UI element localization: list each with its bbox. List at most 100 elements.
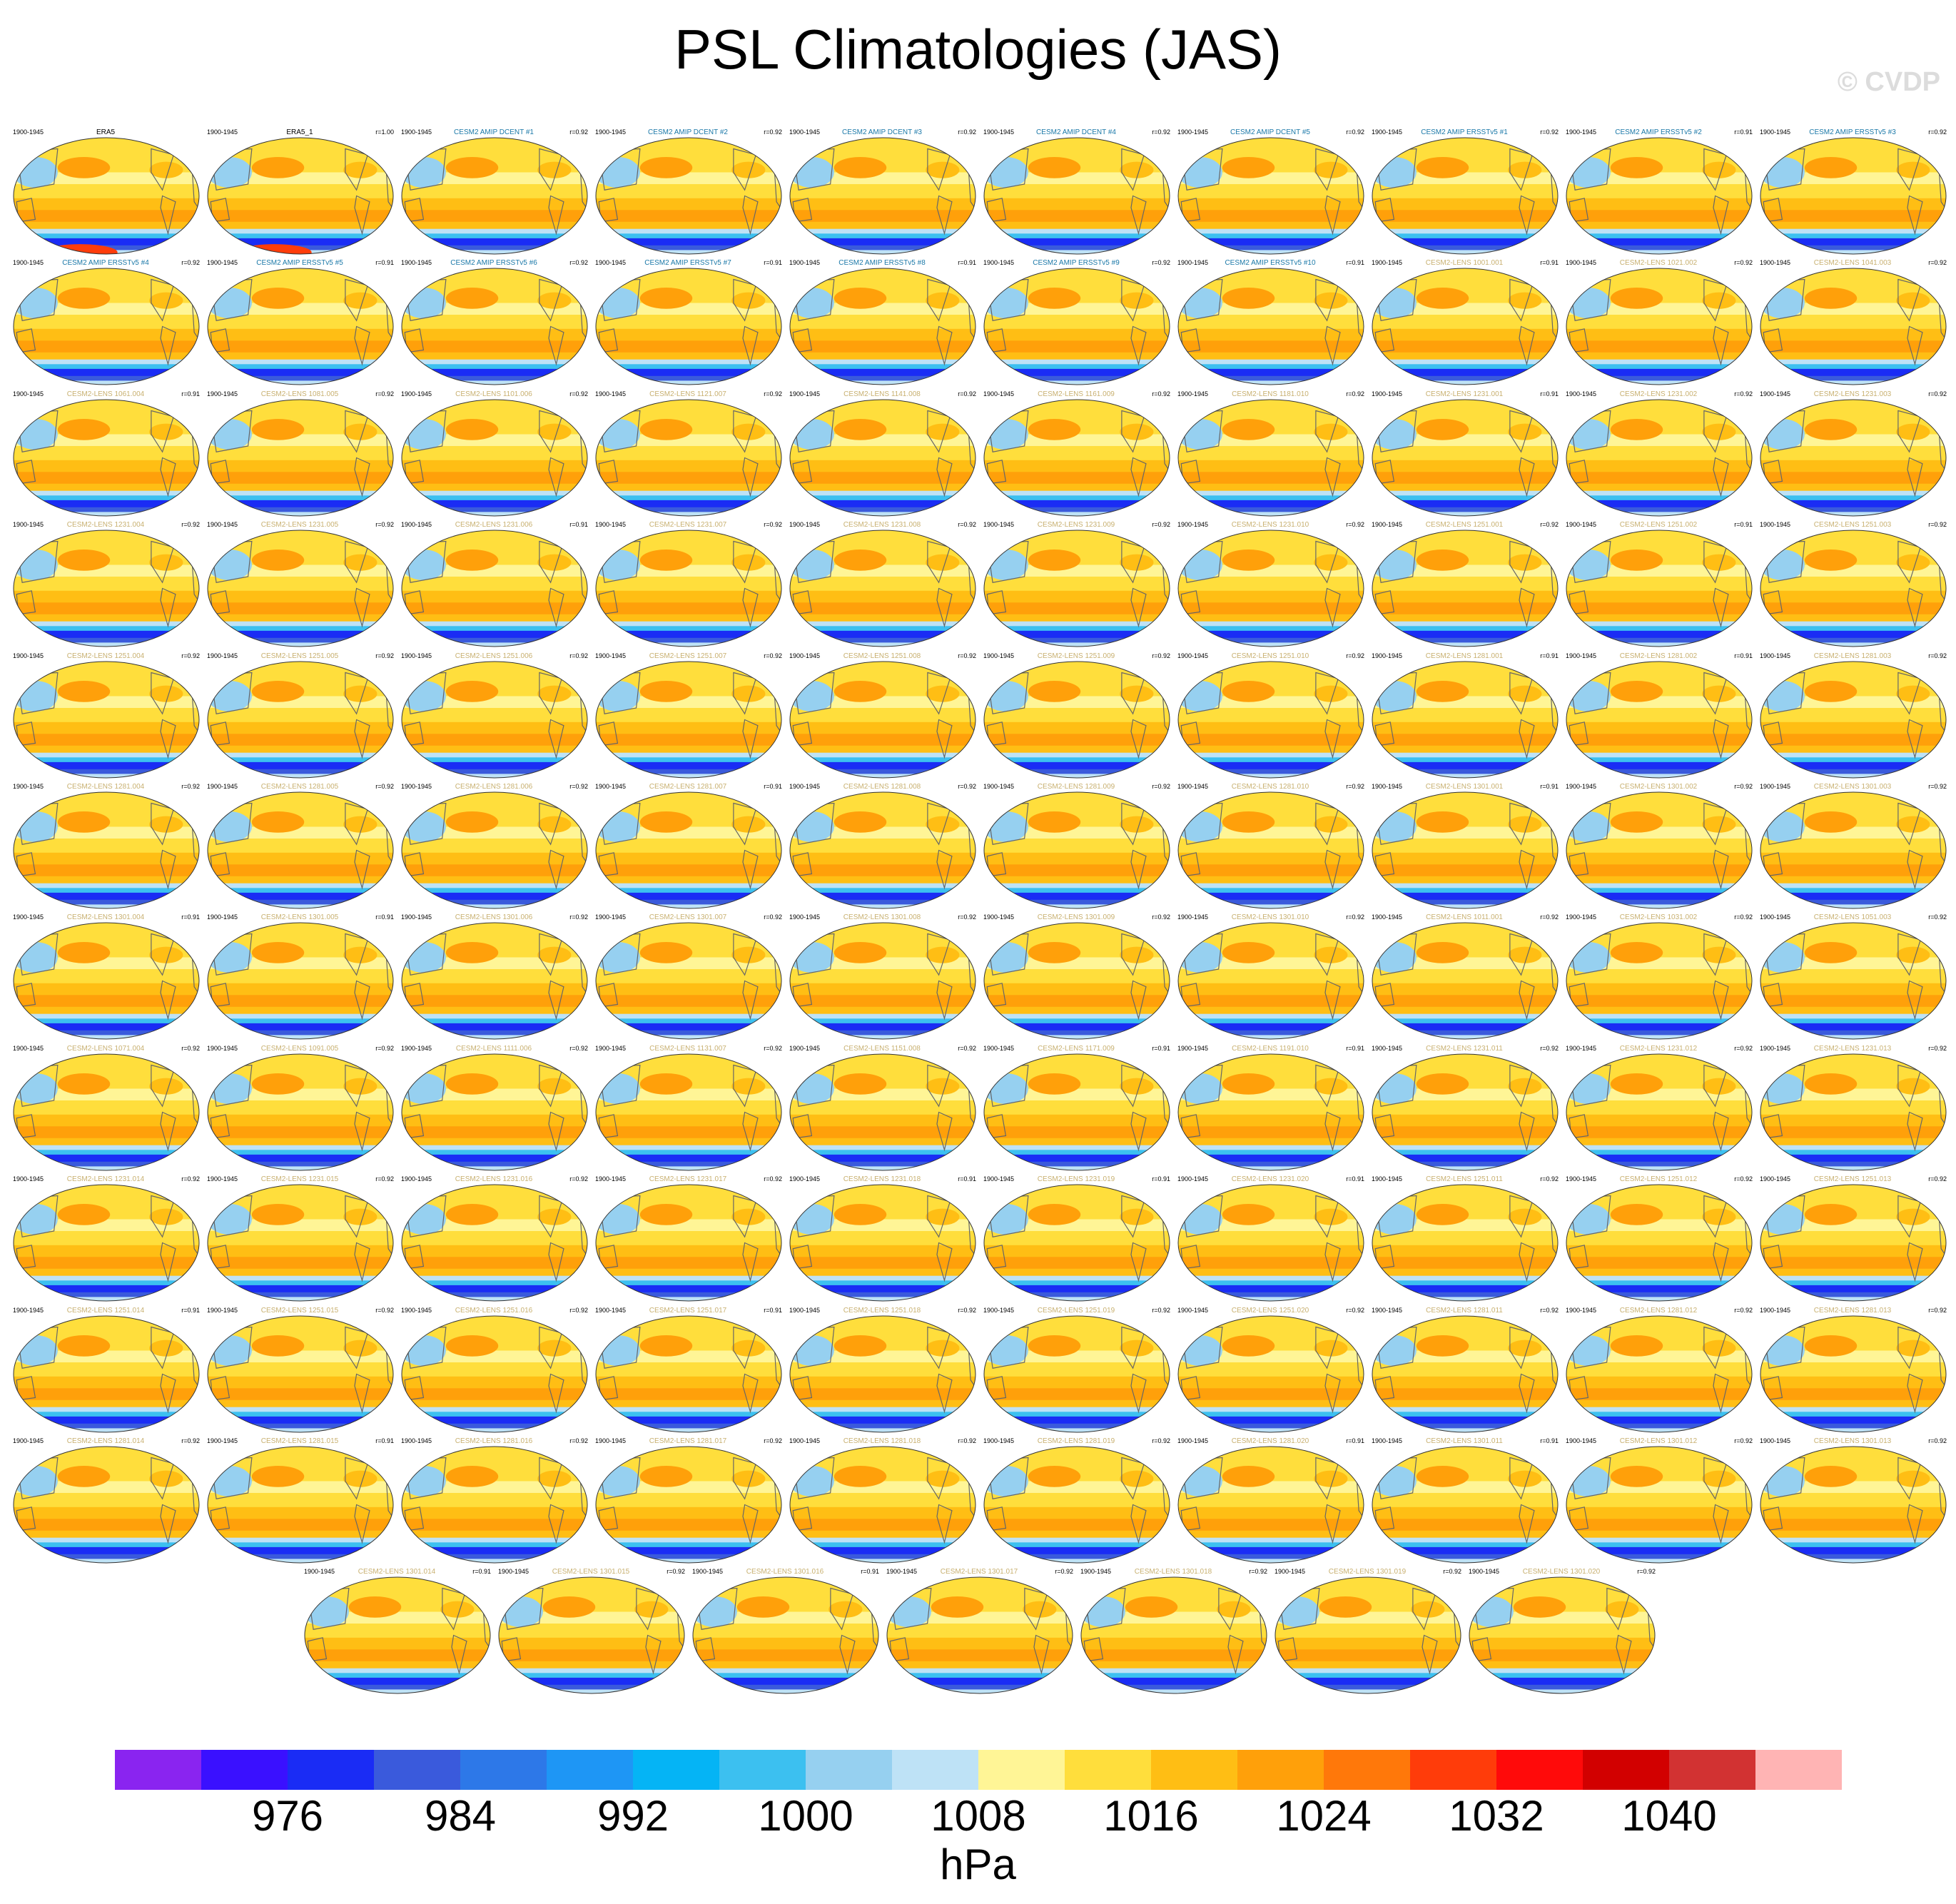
panel-correlation: r=0.92	[375, 390, 394, 397]
psl-map	[886, 1576, 1073, 1694]
panel-correlation: r=0.92	[958, 913, 976, 921]
map-panel: 1900-1945 CESM2-LENS 1251.013 r=0.92	[1755, 1175, 1950, 1311]
panel-title: CESM2 AMIP ERSSTv5 #4	[62, 259, 149, 268]
psl-map	[13, 922, 200, 1040]
map-panel: 1900-1945 CESM2-LENS 1301.004 r=0.91	[9, 913, 203, 1049]
panel-correlation: r=0.92	[181, 259, 200, 267]
map-panel: 1900-1945 CESM2-LENS 1301.003 r=0.92	[1755, 783, 1950, 918]
panel-period: 1900-1945	[1566, 783, 1597, 790]
map-panel: 1900-1945 CESM2 AMIP DCENT #1 r=0.92	[397, 128, 591, 264]
panel-title: CESM2-LENS 1231.013	[1813, 1044, 1892, 1053]
psl-map	[401, 791, 588, 909]
map-panel: 1900-1945 CESM2-LENS 1301.013 r=0.92	[1755, 1437, 1950, 1573]
map-panel: 1900-1945 CESM2-LENS 1301.009 r=0.92	[979, 913, 1173, 1049]
psl-map	[1372, 791, 1559, 909]
panel-title: CESM2-LENS 1301.005	[260, 913, 339, 922]
map-panel: 1900-1945 CESM2 AMIP DCENT #3 r=0.92	[785, 128, 979, 264]
panel-title: CESM2-LENS 1251.013	[1813, 1175, 1892, 1184]
map-panel: 1900-1945 CESM2-LENS 1031.002 r=0.92	[1561, 913, 1755, 1049]
panel-period: 1900-1945	[789, 913, 821, 921]
panel-title: CESM2-LENS 1251.009	[1037, 652, 1115, 660]
panel-period: 1900-1945	[13, 521, 44, 529]
psl-map	[983, 399, 1170, 517]
panel-title: CESM2-LENS 1231.011	[1426, 1044, 1503, 1053]
colorbar-units: hPa	[940, 1840, 1016, 1888]
panel-period: 1900-1945	[1566, 1044, 1597, 1052]
panel-title: CESM2 AMIP DCENT #5	[1230, 128, 1310, 136]
map-panel: 1900-1945 CESM2-LENS 1231.004 r=0.92	[9, 521, 203, 657]
map-panel: 1900-1945 CESM2-LENS 1181.010 r=0.92	[1173, 390, 1367, 526]
panel-period: 1900-1945	[789, 1044, 821, 1052]
psl-map	[1177, 1184, 1364, 1302]
panel-title: CESM2-LENS 1191.010	[1232, 1044, 1309, 1053]
panel-period: 1900-1945	[1177, 390, 1209, 397]
map-panel: 1900-1945 CESM2-LENS 1231.001 r=0.91	[1367, 390, 1561, 526]
panel-correlation: r=0.92	[1734, 1175, 1753, 1183]
panel-title: CESM2-LENS 1301.007	[649, 913, 727, 922]
colorbar	[115, 1750, 1842, 1790]
panel-period: 1900-1945	[13, 1175, 44, 1183]
psl-map	[207, 661, 394, 779]
panel-correlation: r=0.92	[1152, 913, 1170, 921]
panel-correlation: r=0.92	[569, 1306, 588, 1314]
map-panel: 1900-1945 CESM2-LENS 1251.008 r=0.92	[785, 652, 979, 788]
colorbar-tick-label: 1008	[931, 1792, 1026, 1840]
panel-title: CESM2-LENS 1301.006	[455, 913, 533, 922]
panel-correlation: r=0.92	[569, 390, 588, 397]
panel-title: CESM2-LENS 1251.007	[649, 652, 727, 660]
panel-title: CESM2-LENS 1281.004	[66, 783, 145, 791]
psl-map	[207, 530, 394, 647]
map-panel: 1900-1945 CESM2-LENS 1081.005 r=0.92	[203, 390, 397, 526]
panel-correlation: r=0.92	[764, 1437, 782, 1444]
panel-period: 1900-1945	[401, 1437, 432, 1444]
panel-period: 1900-1945	[1372, 1175, 1403, 1183]
psl-map	[207, 1053, 394, 1171]
psl-map	[789, 268, 976, 385]
colorbar-tick-label: 1032	[1449, 1792, 1544, 1840]
map-panel: 1900-1945 CESM2-LENS 1251.014 r=0.91	[9, 1307, 203, 1442]
panel-period: 1900-1945	[13, 652, 44, 659]
psl-map	[207, 268, 394, 385]
panel-period: 1900-1945	[595, 1306, 627, 1314]
map-panel: 1900-1945 CESM2-LENS 1251.017 r=0.91	[591, 1307, 785, 1442]
panel-correlation: r=0.92	[569, 128, 588, 136]
panel-correlation: r=0.92	[1928, 1044, 1947, 1052]
panel-title: CESM2-LENS 1041.003	[1813, 259, 1892, 268]
psl-map	[13, 268, 200, 385]
colorbar-tick-label: 1024	[1276, 1792, 1372, 1840]
map-panel: 1900-1945 CESM2-LENS 1231.005 r=0.92	[203, 521, 397, 657]
panel-title: CESM2-LENS 1301.004	[66, 913, 145, 922]
psl-map	[595, 922, 782, 1040]
psl-map	[207, 791, 394, 909]
map-panel: 1900-1945 CESM2-LENS 1001.001 r=0.91	[1367, 259, 1561, 395]
panel-correlation: r=0.91	[764, 783, 782, 790]
panel-title: CESM2-LENS 1251.004	[66, 652, 145, 660]
panel-period: 1900-1945	[789, 390, 821, 397]
panel-correlation: r=0.92	[1928, 652, 1947, 659]
psl-map	[1469, 1576, 1656, 1694]
panel-correlation: r=0.92	[958, 390, 976, 397]
map-panel: 1900-1945 CESM2-LENS 1281.014 r=0.92	[9, 1437, 203, 1573]
panel-correlation: r=0.92	[1928, 521, 1947, 529]
panel-period: 1900-1945	[1469, 1568, 1500, 1576]
panel-period: 1900-1945	[401, 652, 432, 659]
map-panel: 1900-1945 CESM2-LENS 1251.016 r=0.92	[397, 1307, 591, 1442]
map-panel: 1900-1945 CESM2-LENS 1021.002 r=0.92	[1561, 259, 1755, 395]
panel-period: 1900-1945	[1760, 390, 1791, 397]
panel-correlation: r=0.92	[1540, 1306, 1559, 1314]
map-panel: 1900-1945 CESM2-LENS 1301.007 r=0.92	[591, 913, 785, 1049]
panel-title: CESM2-LENS 1001.001	[1425, 259, 1504, 268]
map-panel: 1900-1945 CESM2-LENS 1191.010 r=0.91	[1173, 1045, 1367, 1180]
panel-correlation: r=0.92	[764, 1044, 782, 1052]
map-panel: 1900-1945 CESM2-LENS 1251.010 r=0.92	[1173, 652, 1367, 788]
panel-correlation: r=0.92	[569, 913, 588, 921]
panel-correlation: r=0.91	[1346, 1437, 1364, 1444]
map-panel: 1900-1945 CESM2-LENS 1301.010 r=0.92	[1173, 913, 1367, 1049]
map-panel: 1900-1945 CESM2-LENS 1231.009 r=0.92	[979, 521, 1173, 657]
panel-title: CESM2-LENS 1301.017	[940, 1568, 1018, 1576]
map-panel: 1900-1945 CESM2-LENS 1231.014 r=0.92	[9, 1175, 203, 1311]
panel-period: 1900-1945	[401, 128, 432, 136]
panel-period: 1900-1945	[1177, 652, 1209, 659]
panel-period: 1900-1945	[207, 1306, 238, 1314]
panel-period: 1900-1945	[207, 128, 238, 136]
